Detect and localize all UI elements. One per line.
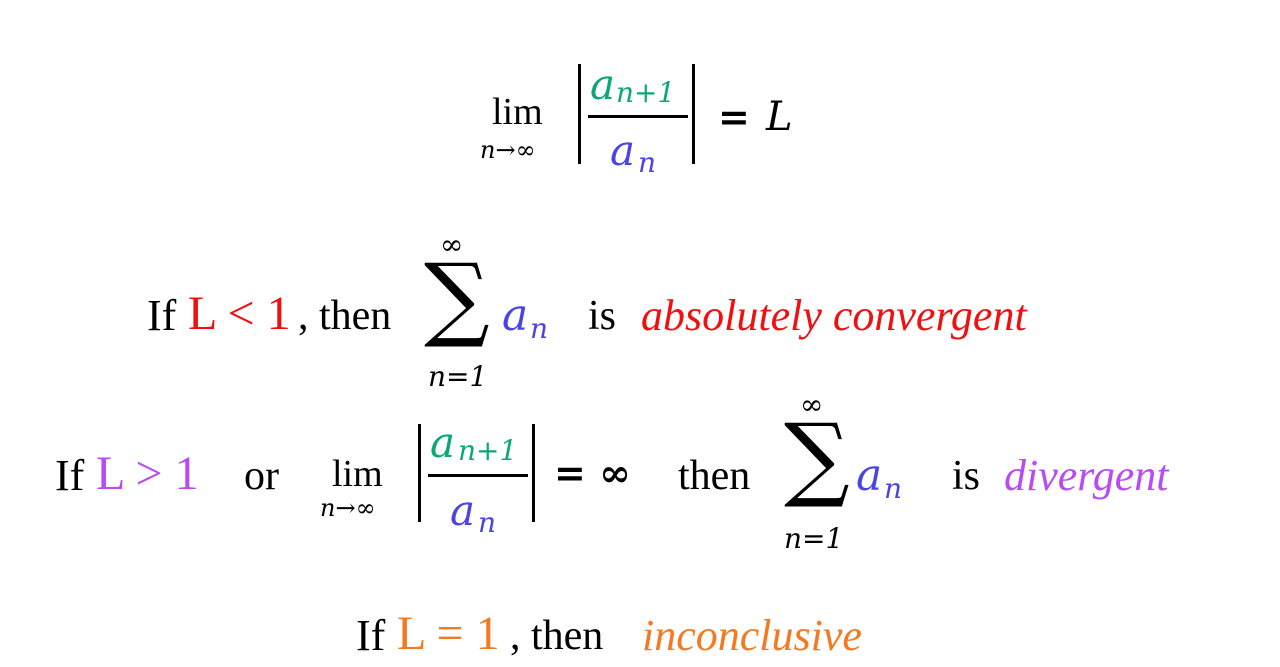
lim-label: lim [492,91,543,133]
if-label: If [356,611,386,660]
result-divergent: divergent [1004,451,1169,500]
lim-subscript: n→∞ [320,494,376,522]
abs-bar-right [692,64,695,164]
abs-bar-left [578,64,581,164]
abs-bar-right [532,424,535,522]
denominator-subscript: n [638,146,657,179]
numerator-a: a [590,60,616,109]
if-label: If [147,291,177,340]
is-label: is [588,293,617,339]
sum-lower-limit: n=1 [784,522,844,555]
or-label: or [244,453,279,499]
result-inconclusive: inconclusive [642,611,862,660]
numerator-subscript: n+1 [616,76,676,109]
equals-sign: = [718,94,750,139]
denominator-a: a [610,126,636,175]
term-subscript: n [884,472,903,505]
limit-L: L [766,94,793,140]
term-subscript: n [530,312,549,345]
lim-label: lim [332,453,383,495]
lim-subscript: n→∞ [480,136,536,164]
sigma-symbol: ∑ [784,404,850,511]
condition-L-less-1: L < 1 [188,287,291,340]
denominator-subscript: n [478,506,497,539]
if-label: If [55,451,85,500]
then-label: , then [510,613,604,659]
denominator-a: a [450,486,476,535]
sum-upper-limit: ∞ [440,228,464,261]
term-a: a [502,290,529,341]
sum-upper-limit: ∞ [800,388,824,421]
sum-lower-limit: n=1 [428,360,488,393]
sigma-symbol: ∑ [424,244,490,351]
numerator-a: a [430,418,456,467]
numerator-subscript: n+1 [458,434,518,467]
equals-infinity: = ∞ [554,450,631,495]
fraction-bar [428,474,528,477]
fraction-bar [588,115,688,118]
is-label: is [952,453,981,499]
term-a: a [856,450,883,501]
condition-L-greater-1: L > 1 [96,447,199,500]
then-label: , then [298,293,392,339]
result-absolutely-convergent: absolutely convergent [641,291,1027,340]
abs-bar-left [418,424,421,522]
then-label: then [678,453,751,499]
condition-L-equals-1: L = 1 [397,607,500,660]
